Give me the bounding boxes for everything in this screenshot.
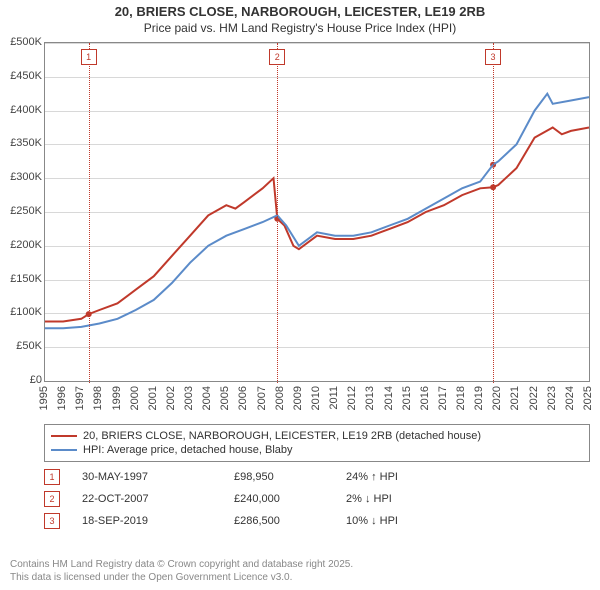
series-property xyxy=(45,128,589,322)
x-tick-label: 2024 xyxy=(564,386,576,410)
x-tick-label: 2014 xyxy=(383,386,395,410)
transaction-diff: 24% ↑ HPI xyxy=(346,471,446,483)
y-tick-label: £300K xyxy=(10,171,42,183)
transaction-price: £98,950 xyxy=(234,471,324,483)
footer: Contains HM Land Registry data © Crown c… xyxy=(10,558,590,584)
legend-label-hpi: HPI: Average price, detached house, Blab… xyxy=(83,444,293,456)
transaction-diff: 10% ↓ HPI xyxy=(346,515,446,527)
x-tick-label: 2004 xyxy=(201,386,213,410)
transaction-price: £286,500 xyxy=(234,515,324,527)
legend-item-property: 20, BRIERS CLOSE, NARBOROUGH, LEICESTER,… xyxy=(51,429,583,443)
legend-swatch-hpi xyxy=(51,449,77,451)
transaction-marker: 3 xyxy=(44,513,60,529)
x-tick-label: 2000 xyxy=(129,386,141,410)
x-tick-label: 2015 xyxy=(401,386,413,410)
transaction-table: 1 30-MAY-1997 £98,950 24% ↑ HPI 2 22-OCT… xyxy=(10,466,590,532)
transaction-date: 18-SEP-2019 xyxy=(82,515,212,527)
x-tick-label: 2021 xyxy=(509,386,521,410)
plot-region: 1 2 3 xyxy=(44,42,590,382)
legend-swatch-property xyxy=(51,435,77,437)
x-tick-label: 2022 xyxy=(528,386,540,410)
x-tick-label: 2010 xyxy=(310,386,322,410)
transaction-row: 3 18-SEP-2019 £286,500 10% ↓ HPI xyxy=(10,510,590,532)
series-hpi xyxy=(45,94,589,329)
y-tick-label: £400K xyxy=(10,104,42,116)
legend-item-hpi: HPI: Average price, detached house, Blab… xyxy=(51,443,583,457)
y-tick-label: £0 xyxy=(30,374,42,386)
y-tick-label: £200K xyxy=(10,239,42,251)
x-tick-label: 1995 xyxy=(38,386,50,410)
y-tick-label: £150K xyxy=(10,273,42,285)
x-tick-label: 2011 xyxy=(328,386,340,410)
chart-area: £0 £50K £100K £150K £200K £250K £300K £350K £400… xyxy=(0,42,600,422)
transaction-row: 1 30-MAY-1997 £98,950 24% ↑ HPI xyxy=(10,466,590,488)
x-tick-label: 2002 xyxy=(165,386,177,410)
x-tick-label: 2005 xyxy=(219,386,231,410)
marker-box: 1 xyxy=(81,49,97,65)
marker-line xyxy=(89,43,90,383)
marker-line xyxy=(277,43,278,383)
x-tick-label: 2001 xyxy=(147,386,159,410)
footer-line1: Contains HM Land Registry data © Crown c… xyxy=(10,558,590,571)
transaction-price: £240,000 xyxy=(234,493,324,505)
x-tick-label: 2009 xyxy=(292,386,304,410)
marker-box: 2 xyxy=(269,49,285,65)
transaction-marker: 2 xyxy=(44,491,60,507)
legend-label-property: 20, BRIERS CLOSE, NARBOROUGH, LEICESTER,… xyxy=(83,430,481,442)
y-tick-label: £100K xyxy=(10,306,42,318)
x-tick-label: 2025 xyxy=(582,386,594,410)
x-tick-label: 2020 xyxy=(491,386,503,410)
transaction-row: 2 22-OCT-2007 £240,000 2% ↓ HPI xyxy=(10,488,590,510)
x-tick-label: 2018 xyxy=(455,386,467,410)
title-line2: Price paid vs. HM Land Registry's House … xyxy=(0,21,600,37)
x-tick-label: 2016 xyxy=(419,386,431,410)
y-tick-label: £250K xyxy=(10,205,42,217)
x-tick-label: 2008 xyxy=(274,386,286,410)
marker-line xyxy=(493,43,494,383)
x-tick-label: 2012 xyxy=(346,386,358,410)
transaction-date: 22-OCT-2007 xyxy=(82,493,212,505)
x-tick-label: 2013 xyxy=(364,386,376,410)
x-tick-label: 1999 xyxy=(111,386,123,410)
chart-title: 20, BRIERS CLOSE, NARBOROUGH, LEICESTER,… xyxy=(0,0,600,36)
x-tick-label: 2017 xyxy=(437,386,449,410)
y-tick-label: £450K xyxy=(10,70,42,82)
transaction-marker: 1 xyxy=(44,469,60,485)
legend: 20, BRIERS CLOSE, NARBOROUGH, LEICESTER,… xyxy=(44,424,590,462)
transaction-date: 30-MAY-1997 xyxy=(82,471,212,483)
x-tick-label: 1997 xyxy=(74,386,86,410)
x-tick-label: 1996 xyxy=(56,386,68,410)
x-axis-labels: 1995199619971998199920002001200220032004… xyxy=(44,382,590,422)
title-line1: 20, BRIERS CLOSE, NARBOROUGH, LEICESTER,… xyxy=(0,4,600,21)
chart-svg xyxy=(45,43,589,381)
y-tick-label: £50K xyxy=(16,340,42,352)
x-tick-label: 2023 xyxy=(546,386,558,410)
x-tick-label: 2019 xyxy=(473,386,485,410)
transaction-diff: 2% ↓ HPI xyxy=(346,493,446,505)
y-tick-label: £350K xyxy=(10,137,42,149)
x-tick-label: 2007 xyxy=(256,386,268,410)
y-tick-label: £500K xyxy=(10,36,42,48)
footer-line2: This data is licensed under the Open Gov… xyxy=(10,571,590,584)
x-tick-label: 2003 xyxy=(183,386,195,410)
y-axis-labels: £0£50K£100K£150K£200K£250K£300K£350K£400… xyxy=(0,42,44,382)
x-tick-label: 1998 xyxy=(92,386,104,410)
marker-box: 3 xyxy=(485,49,501,65)
x-tick-label: 2006 xyxy=(237,386,249,410)
